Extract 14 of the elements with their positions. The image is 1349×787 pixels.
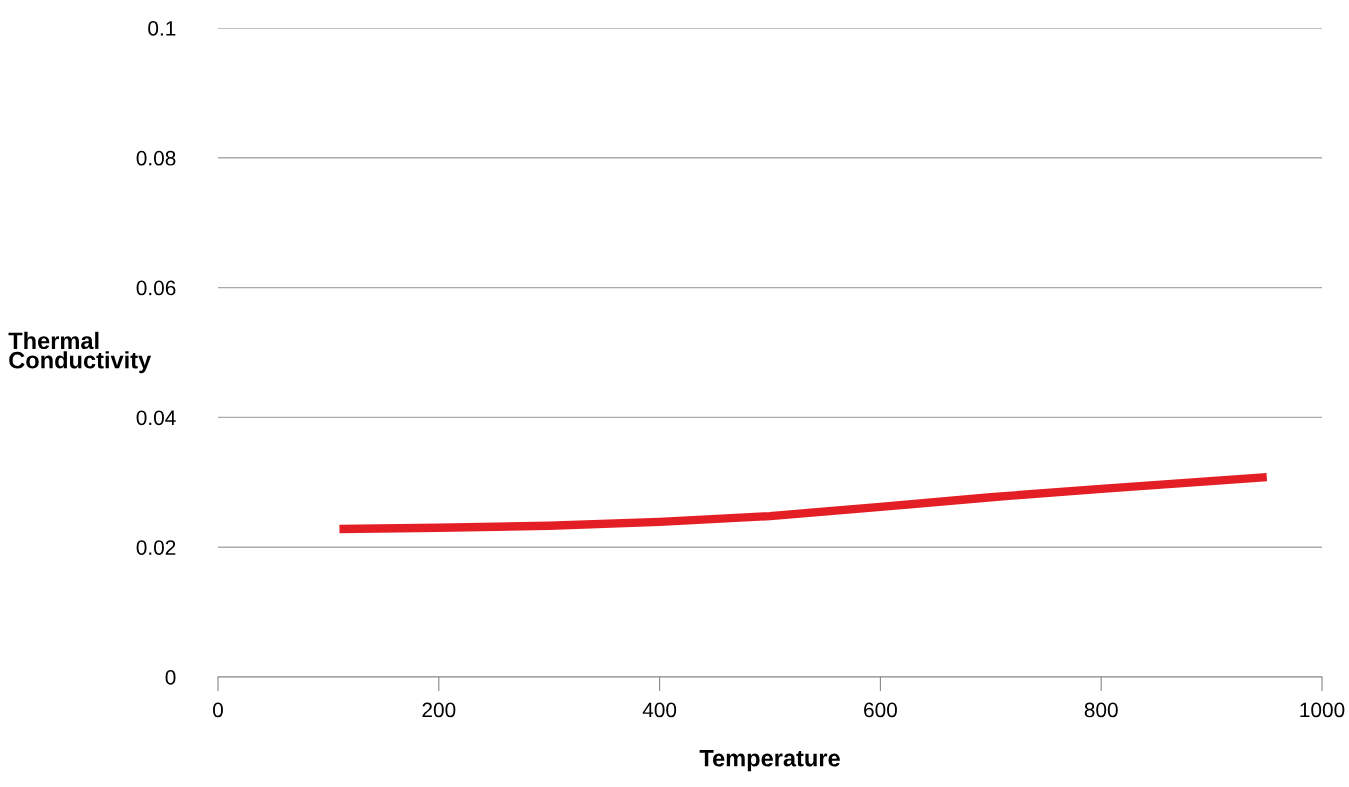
y-tick-label: 0.06 (136, 280, 176, 296)
y-tick-label: 0 (165, 670, 176, 685)
y-tick-label: 0.02 (136, 540, 176, 555)
x-axis-title: Temperature (699, 750, 840, 772)
x-tick-label: 800 (1084, 702, 1118, 718)
x-tick-label: 200 (422, 702, 456, 718)
y-tick-label: 0.1 (148, 21, 176, 36)
x-tick-label: 0 (213, 702, 223, 718)
x-tick-label: 400 (642, 702, 677, 718)
y-tick-label: 0.08 (136, 150, 176, 166)
x-tick-label: 600 (864, 702, 897, 718)
x-tick-label: 1000 (1300, 702, 1345, 718)
y-axis-title: Thermal Conductivity (8, 331, 152, 374)
y-tick-label: 0.04 (136, 410, 176, 426)
